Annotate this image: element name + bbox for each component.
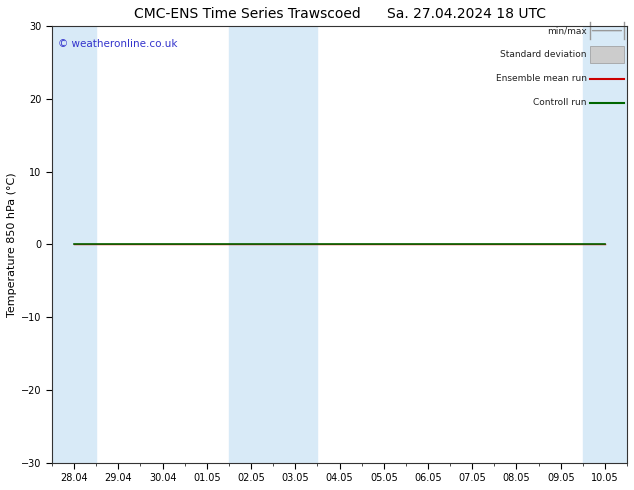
Text: Ensemble mean run: Ensemble mean run bbox=[496, 74, 587, 83]
Bar bbox=[229, 26, 318, 463]
Bar bbox=[590, 46, 624, 63]
Bar bbox=[583, 26, 627, 463]
Title: CMC-ENS Time Series Trawscoed      Sa. 27.04.2024 18 UTC: CMC-ENS Time Series Trawscoed Sa. 27.04.… bbox=[134, 7, 545, 21]
Text: © weatheronline.co.uk: © weatheronline.co.uk bbox=[58, 39, 178, 49]
Text: Controll run: Controll run bbox=[533, 98, 587, 107]
Text: Standard deviation: Standard deviation bbox=[500, 50, 587, 59]
Bar bbox=[52, 26, 96, 463]
Text: min/max: min/max bbox=[547, 26, 587, 35]
Y-axis label: Temperature 850 hPa (°C): Temperature 850 hPa (°C) bbox=[7, 172, 17, 317]
